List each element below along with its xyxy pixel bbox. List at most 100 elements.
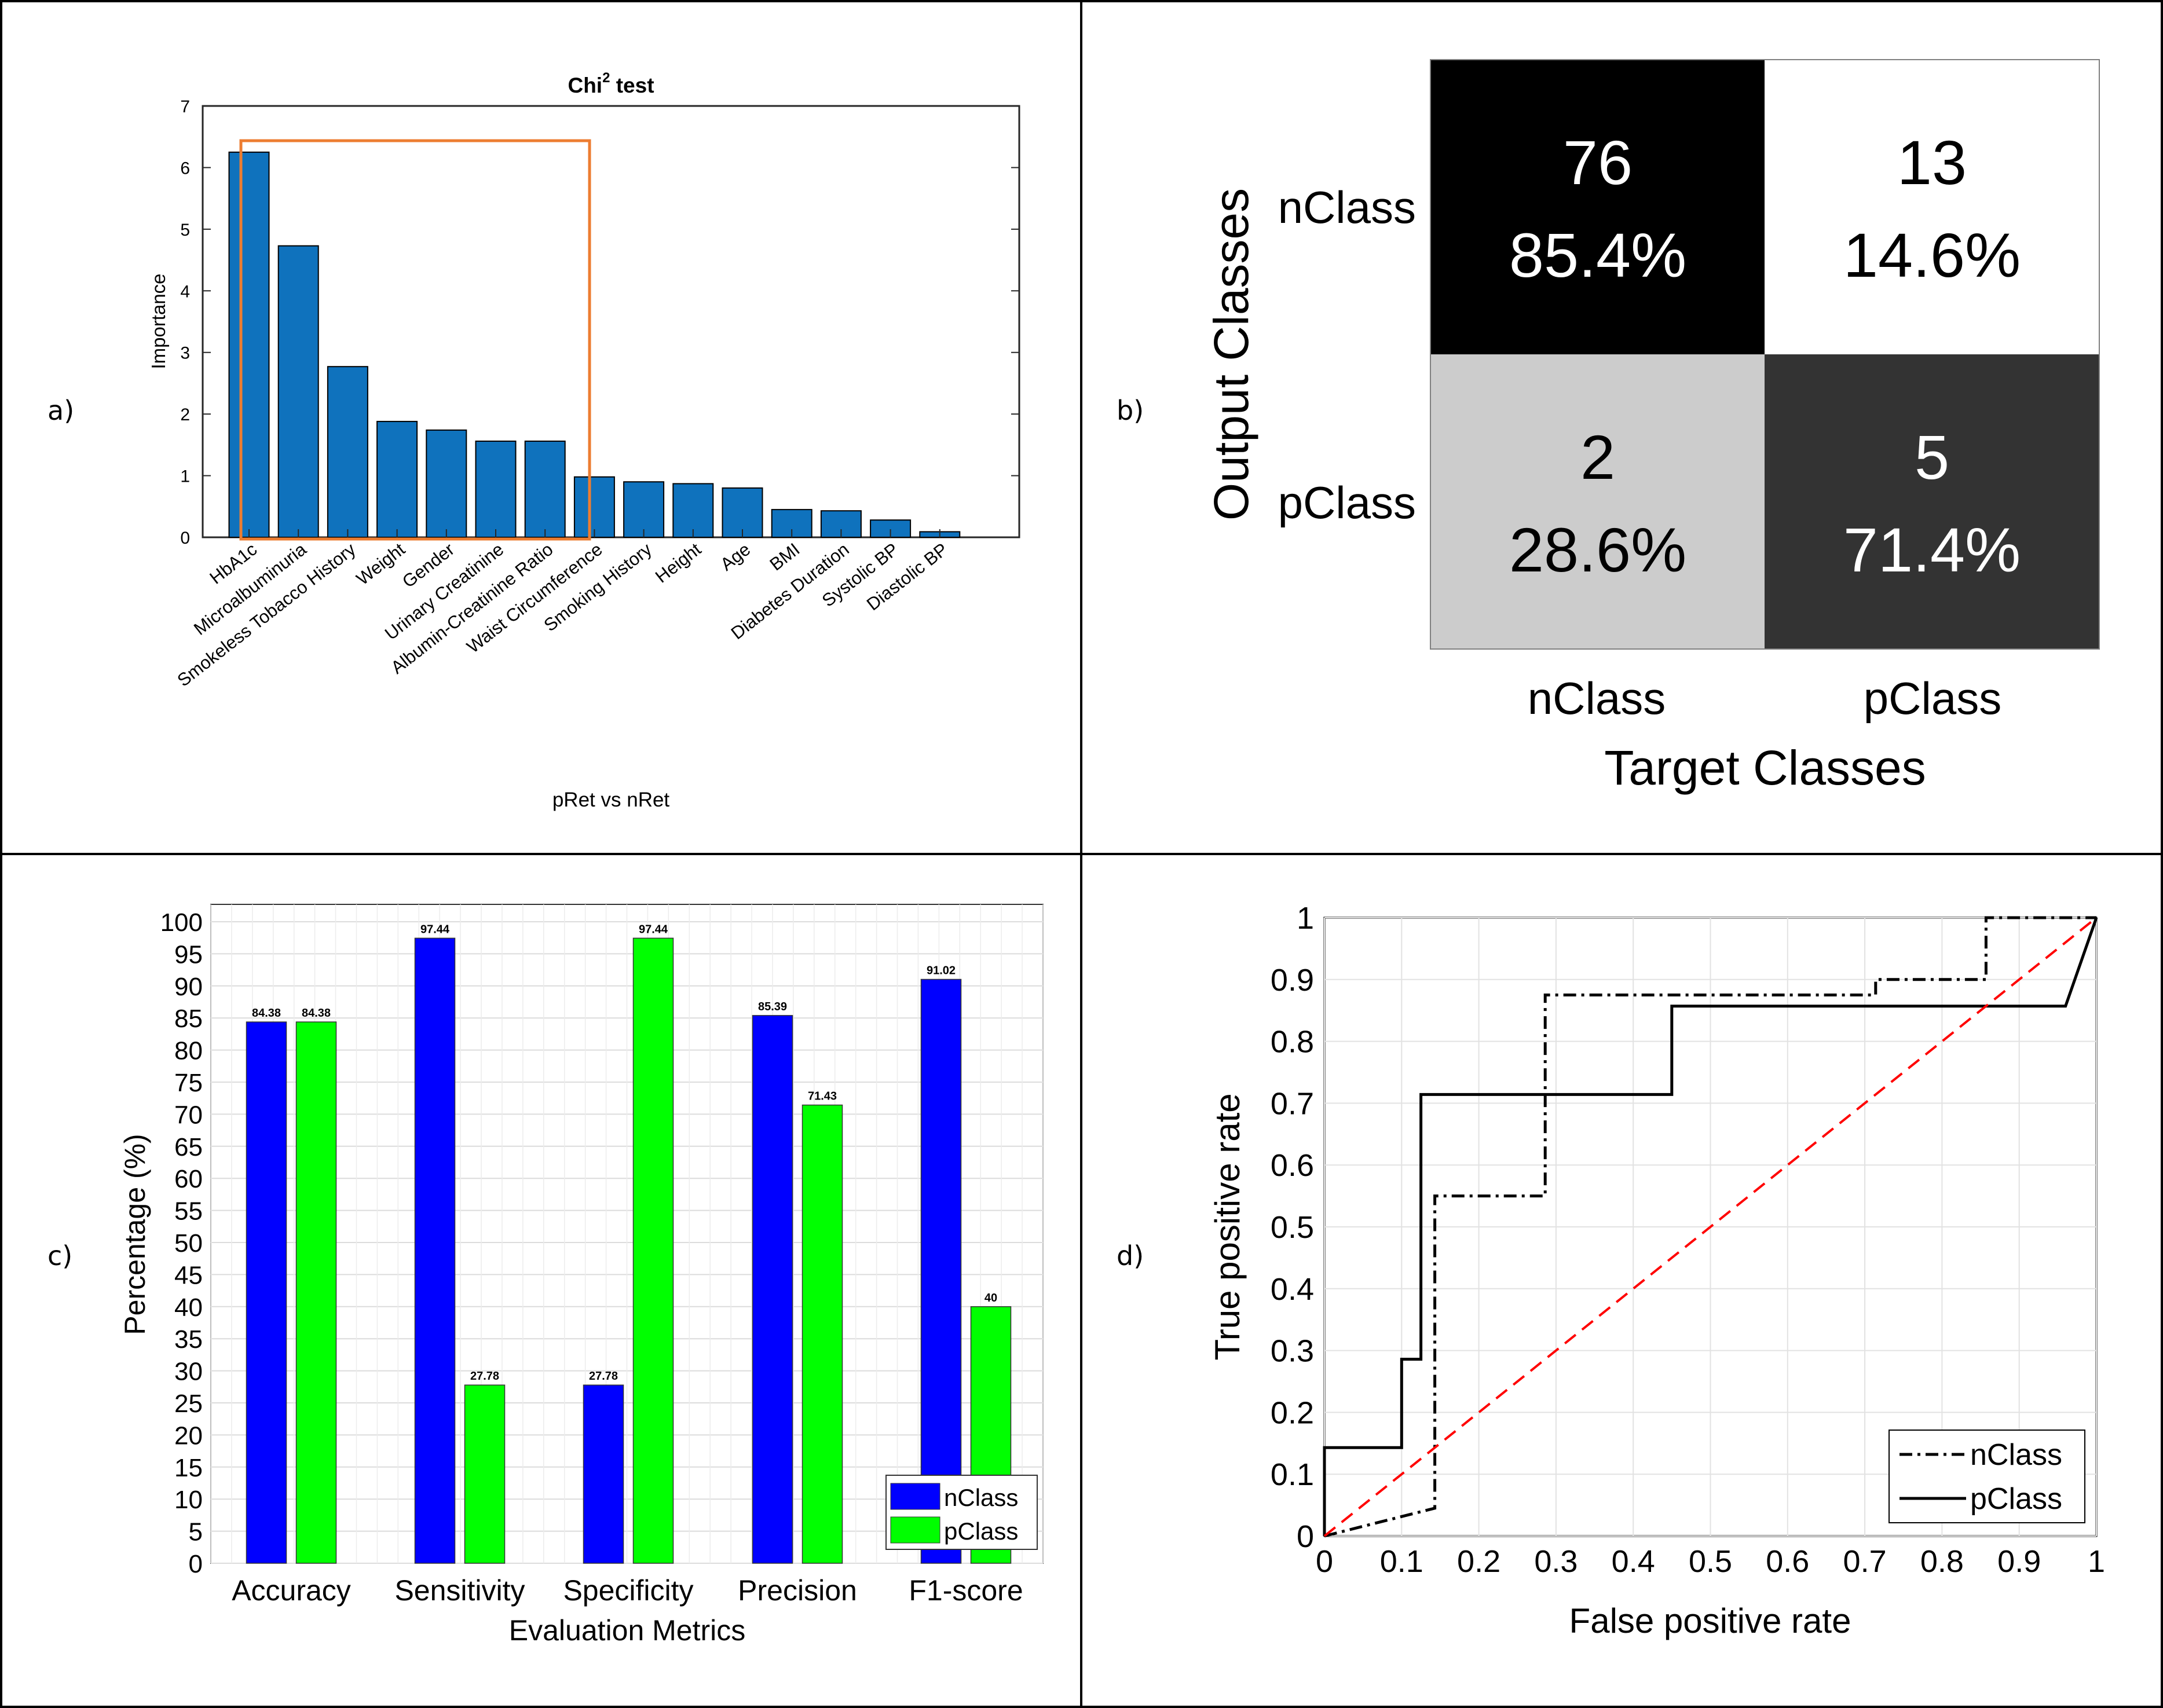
c-ytick-label: 100 bbox=[160, 908, 203, 937]
c-ytick-label: 75 bbox=[174, 1069, 203, 1097]
d-xtick-label: 0.5 bbox=[1689, 1544, 1732, 1579]
d-ytick-label: 0.6 bbox=[1271, 1148, 1314, 1183]
c-xtick-precision: Precision bbox=[738, 1574, 857, 1607]
c-bar-precision-nclass bbox=[752, 1015, 793, 1564]
cell-percent: 71.4% bbox=[1843, 515, 2021, 585]
chart-d-roc-curve: 0 0.1 0.2 0.3 0.4 0.5 0.6 0.7 0.8 0.9 1 0 0.1 0.2 0.3 0… bbox=[1208, 901, 2105, 1640]
d-line-pclass bbox=[1323, 917, 2098, 1536]
c-bar-accuracy-pclass bbox=[295, 1021, 337, 1564]
c-ytick-label: 45 bbox=[174, 1261, 203, 1289]
chart-b-confusion-matrix: 76 85.4% 13 14.6% 2 28.6% 5 71.4% Output Classe… bbox=[1204, 59, 2100, 795]
c-bar-f1-score-nclass bbox=[920, 978, 962, 1564]
d-line-chance bbox=[1323, 917, 2098, 1537]
chart-b-ylabel: Output Classes bbox=[1204, 188, 1258, 521]
chart-a-ylabel: Importance bbox=[148, 273, 169, 369]
d-xtick-label: 1 bbox=[2088, 1544, 2105, 1579]
a-ytick-label: 1 bbox=[180, 467, 190, 486]
chart-a-xlabel: pRet vs nRet bbox=[552, 789, 670, 811]
a-bar-albumin-creatinine-ratio bbox=[524, 440, 566, 538]
c-bar-sensitivity-nclass bbox=[414, 937, 456, 1564]
d-ytick-label: 0.9 bbox=[1271, 963, 1314, 998]
cell-count: 5 bbox=[1915, 422, 1949, 492]
legend-label-pclass: pClass bbox=[1970, 1482, 2062, 1516]
a-bar-smoking-history bbox=[623, 481, 665, 538]
c-ytick-label: 90 bbox=[174, 973, 203, 1001]
chart-b-ytick-nclass: nClass bbox=[1278, 182, 1416, 233]
cell-count: 76 bbox=[1563, 127, 1633, 197]
cell-nclass-pclass bbox=[1765, 60, 2099, 354]
c-ytick-label: 80 bbox=[174, 1037, 203, 1065]
c-ytick-label: 30 bbox=[174, 1358, 203, 1386]
c-bar-precision-pclass bbox=[801, 1104, 843, 1564]
a-ytick-label: 4 bbox=[180, 282, 190, 301]
chart-d-xlabel: False positive rate bbox=[1569, 1601, 1851, 1640]
legend-label-pclass: pClass bbox=[944, 1518, 1018, 1545]
a-ytick-label: 6 bbox=[180, 159, 190, 178]
cell-percent: 85.4% bbox=[1509, 220, 1686, 290]
d-ytick-label: 0.1 bbox=[1271, 1457, 1314, 1492]
chart-c-xlabel: Evaluation Metrics bbox=[509, 1614, 746, 1647]
d-ytick-label: 0.3 bbox=[1271, 1334, 1314, 1369]
c-value-label-accuracy-pclass: 84.38 bbox=[302, 1007, 331, 1020]
panel-label-d: d) bbox=[1117, 1240, 1144, 1271]
a-bar-urinary-creatinine bbox=[475, 440, 517, 538]
c-xtick-sensitivity: Sensitivity bbox=[394, 1574, 525, 1607]
a-bar-age bbox=[722, 487, 763, 538]
c-ytick-label: 25 bbox=[174, 1390, 203, 1418]
c-value-label-sensitivity-pclass: 27.78 bbox=[470, 1370, 499, 1383]
c-xtick-f1-score: F1-score bbox=[909, 1574, 1023, 1607]
d-xtick-label: 0.2 bbox=[1457, 1544, 1500, 1579]
c-value-label-f1-score-nclass: 91.02 bbox=[927, 964, 956, 977]
legend-swatch-pclass bbox=[890, 1516, 940, 1544]
c-ytick-label: 70 bbox=[174, 1101, 203, 1129]
c-value-label-f1-score-pclass: 40 bbox=[984, 1292, 997, 1304]
legend-label-nclass: nClass bbox=[1970, 1438, 2062, 1472]
c-value-label-specificity-nclass: 27.78 bbox=[589, 1370, 618, 1383]
d-line-nclass bbox=[1324, 916, 2096, 1538]
d-xtick-label: 0.7 bbox=[1843, 1544, 1887, 1579]
a-ytick-label: 7 bbox=[180, 97, 190, 116]
c-value-label-specificity-pclass: 97.44 bbox=[639, 923, 668, 936]
legend-label-nclass: nClass bbox=[944, 1484, 1018, 1511]
d-xtick-label: 0.9 bbox=[1997, 1544, 2041, 1579]
c-ytick-label: 95 bbox=[174, 940, 203, 969]
c-ytick-label: 55 bbox=[174, 1197, 203, 1226]
cell-count: 13 bbox=[1897, 127, 1967, 197]
c-bar-specificity-nclass bbox=[583, 1384, 624, 1564]
cell-percent: 14.6% bbox=[1843, 220, 2021, 290]
c-ytick-label: 85 bbox=[174, 1005, 203, 1033]
c-ytick-label: 5 bbox=[189, 1518, 203, 1546]
a-ytick-label: 0 bbox=[180, 529, 190, 548]
d-ytick-label: 0.8 bbox=[1271, 1025, 1314, 1060]
d-xtick-label: 0.4 bbox=[1612, 1544, 1655, 1579]
a-bar-smokeless-tobacco-history bbox=[327, 366, 368, 538]
d-ytick-label: 0 bbox=[1297, 1519, 1314, 1554]
chart-b-ytick-pclass: pClass bbox=[1278, 477, 1416, 528]
d-xtick-label: 0.1 bbox=[1380, 1544, 1423, 1579]
c-ytick-label: 10 bbox=[174, 1486, 203, 1514]
chart-c-legend: nClass pClass bbox=[885, 1475, 1038, 1550]
c-xtick-accuracy: Accuracy bbox=[232, 1574, 351, 1607]
c-value-label-accuracy-nclass: 84.38 bbox=[252, 1007, 281, 1020]
c-ytick-label: 60 bbox=[174, 1165, 203, 1193]
c-xtick-specificity: Specificity bbox=[563, 1574, 693, 1607]
d-ytick-label: 0.2 bbox=[1271, 1395, 1314, 1430]
chart-b-xtick-nclass: nClass bbox=[1528, 673, 1666, 724]
a-ytick-label: 5 bbox=[180, 221, 190, 240]
cell-count: 2 bbox=[1580, 422, 1615, 492]
panel-label-b: b) bbox=[1117, 395, 1144, 426]
a-ytick-label: 3 bbox=[180, 344, 190, 363]
chart-a-plot-area bbox=[202, 105, 1020, 538]
a-bar-hba1c bbox=[228, 151, 270, 538]
c-value-label-sensitivity-nclass: 97.44 bbox=[420, 923, 450, 936]
panel-label-c: c) bbox=[47, 1240, 72, 1271]
chart-b-xtick-pclass: pClass bbox=[1864, 673, 2001, 724]
chart-b-xlabel: Target Classes bbox=[1604, 741, 1926, 795]
a-bar-gender bbox=[426, 429, 467, 538]
a-bar-microalbuminuria bbox=[277, 245, 319, 538]
chart-c-evaluation-metrics: 0 5 10 15 20 25 30 35 40 45 50 55 60 65 70 75 80 85 90 95 10… bbox=[119, 904, 1044, 1647]
c-bar-specificity-pclass bbox=[632, 937, 674, 1564]
a-bar-height bbox=[672, 483, 714, 538]
c-ytick-label: 50 bbox=[174, 1229, 203, 1258]
